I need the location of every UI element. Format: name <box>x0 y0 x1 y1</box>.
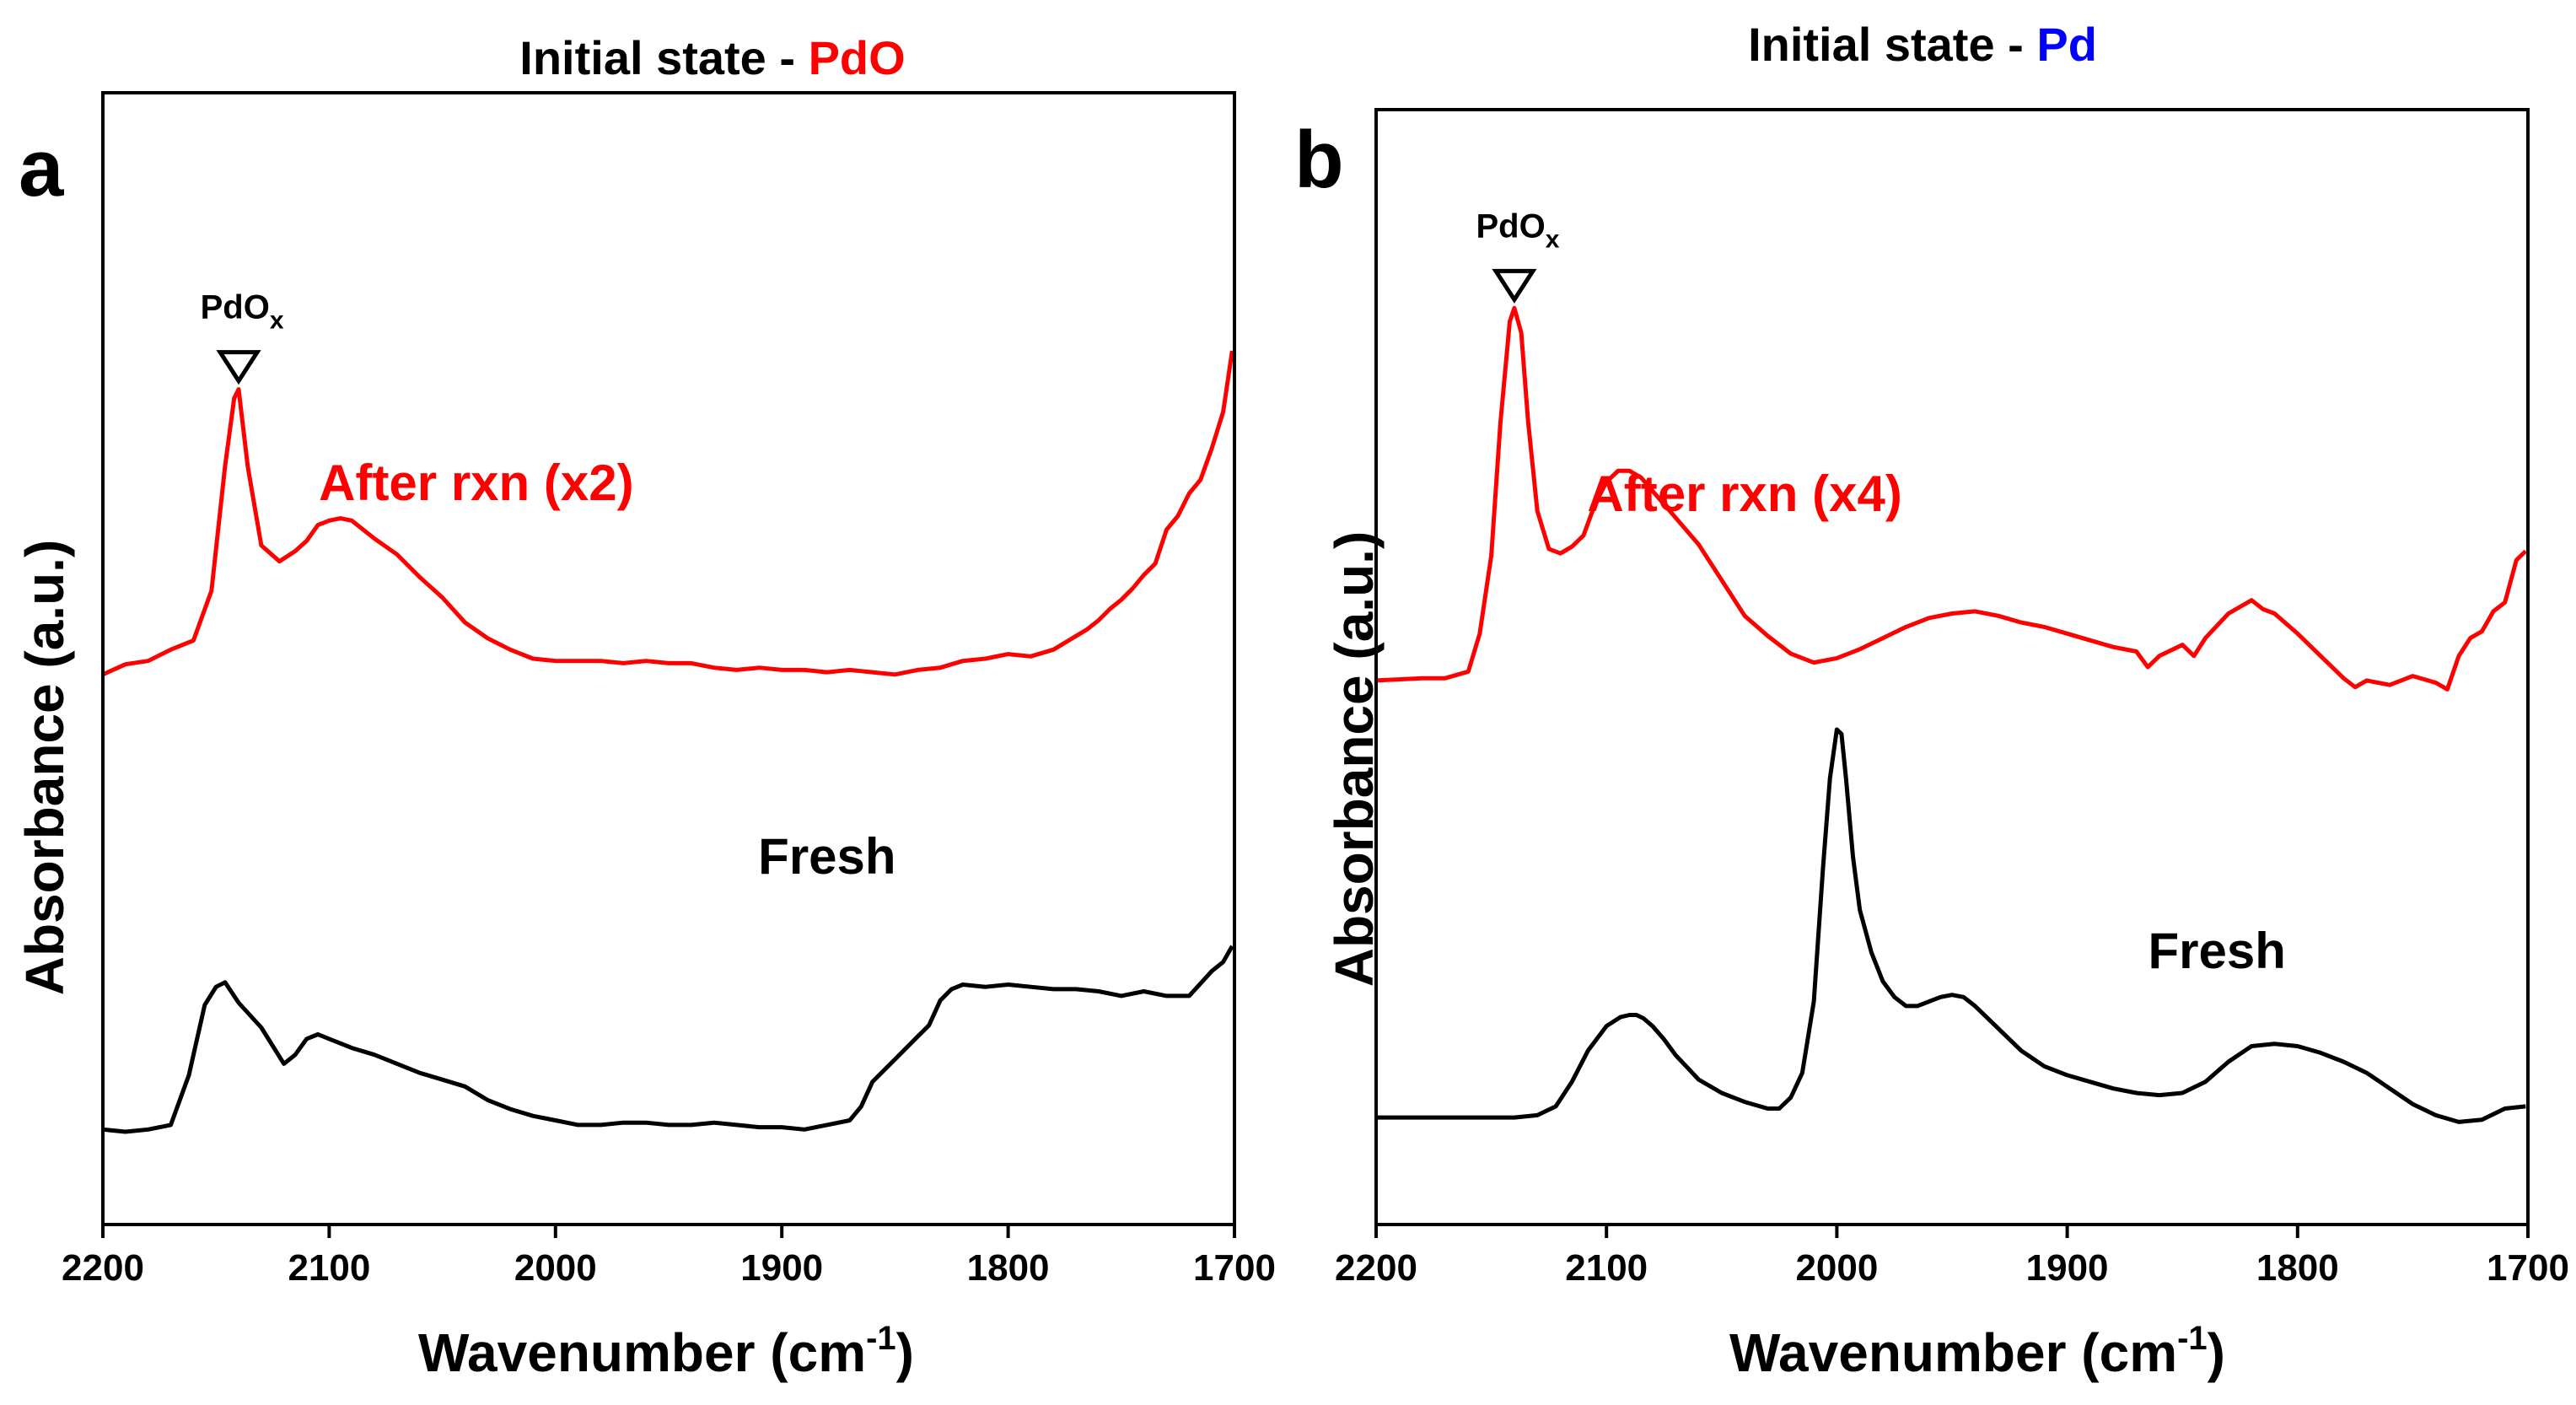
panel-a-annotation-main: PdO <box>201 289 270 326</box>
panel-b-x-ticks: 2200 2100 2000 1900 1800 1700 <box>1335 1225 2569 1289</box>
pb-series-line-fresh <box>1376 727 2526 1124</box>
panel-b-peak-marker-icon <box>1492 268 1537 304</box>
pb-x-tick-label-1700: 1700 <box>2487 1247 2569 1289</box>
panel-b: Initial state - Pd b Absorbance (a.u.) W… <box>1294 18 2569 1383</box>
panel-a-annotation-label: PdOx <box>201 289 284 335</box>
panel-a-x-axis-label-main: Wavenumber (cm <box>418 1322 866 1383</box>
panel-b-x-axis-label: Wavenumber (cm-1) <box>1729 1320 2225 1383</box>
panel-a-y-axis-label: Absorbance (a.u.) <box>14 540 75 996</box>
panel-b-axes-frame <box>1374 108 2530 1226</box>
pa-x-tick-label-2200: 2200 <box>62 1247 144 1289</box>
pb-x-tick-label-2000: 2000 <box>1795 1247 1878 1289</box>
panel-b-x-axis-label-main: Wavenumber (cm <box>1729 1322 2177 1383</box>
pb-x-tick-label-1800: 1800 <box>2256 1247 2339 1289</box>
pa-x-tick-label-2100: 2100 <box>288 1247 370 1289</box>
panel-b-series-label-after-rxn: After rxn (x4) <box>1587 466 1901 522</box>
panel-a-peak-marker-icon <box>216 350 261 385</box>
panel-a-title: Initial state - PdO <box>519 31 905 84</box>
panel-a-annotation-sub: x <box>270 307 284 335</box>
panel-b-series-label-fresh: Fresh <box>2148 923 2285 979</box>
pa-series-line-fresh <box>102 945 1234 1134</box>
panel-a-title-prefix: Initial state - <box>519 31 808 84</box>
panel-b-annotation-main: PdO <box>1476 207 1545 245</box>
panel-a-plot-area <box>101 350 1234 1134</box>
pb-x-tick-label-2100: 2100 <box>1565 1247 1648 1289</box>
panel-a-x-axis-label: Wavenumber (cm-1) <box>418 1320 914 1383</box>
panel-a-x-axis-label-suffix: ) <box>896 1322 914 1383</box>
pa-x-tick-label-1900: 1900 <box>740 1247 823 1289</box>
pa-x-tick-label-1800: 1800 <box>967 1247 1050 1289</box>
panel-a-series-label-fresh: Fresh <box>758 828 895 885</box>
panel-b-annotation-sub: x <box>1546 225 1560 253</box>
pa-x-tick-label-2000: 2000 <box>514 1247 597 1289</box>
pb-x-tick-label-1900: 1900 <box>2026 1247 2109 1289</box>
panel-b-title-prefix: Initial state - <box>1748 18 2036 71</box>
panel-b-title: Initial state - Pd <box>1748 18 2097 71</box>
panel-a-x-axis-label-sup: -1 <box>866 1320 896 1357</box>
panel-a: Initial state - PdO a Absorbance (a.u.) … <box>14 31 1276 1383</box>
pb-series-line-after-rxn <box>1375 305 2528 692</box>
panel-b-annotation: PdOx <box>1476 207 1560 304</box>
panel-a-series-label-after-rxn: After rxn (x2) <box>319 455 633 511</box>
panel-b-plot-area <box>1375 305 2528 1124</box>
panel-b-title-highlight: Pd <box>2036 18 2097 71</box>
panel-b-x-axis-label-sup: -1 <box>2177 1320 2208 1357</box>
panel-b-annotation-label: PdOx <box>1476 207 1559 253</box>
panel-a-axes-frame <box>101 91 1236 1226</box>
panel-a-letter: a <box>19 123 64 213</box>
panel-a-title-highlight: PdO <box>809 31 906 84</box>
pa-x-tick-label-1700: 1700 <box>1193 1247 1276 1289</box>
panel-a-annotation: PdOx <box>201 289 284 385</box>
panel-b-x-axis-label-suffix: ) <box>2208 1322 2225 1383</box>
pa-series-line-after-rxn <box>101 350 1234 677</box>
panel-a-x-ticks: 2200 2100 2000 1900 1800 1700 <box>62 1225 1276 1289</box>
pb-x-tick-label-2200: 2200 <box>1335 1247 1417 1289</box>
panel-b-letter: b <box>1294 115 1344 205</box>
